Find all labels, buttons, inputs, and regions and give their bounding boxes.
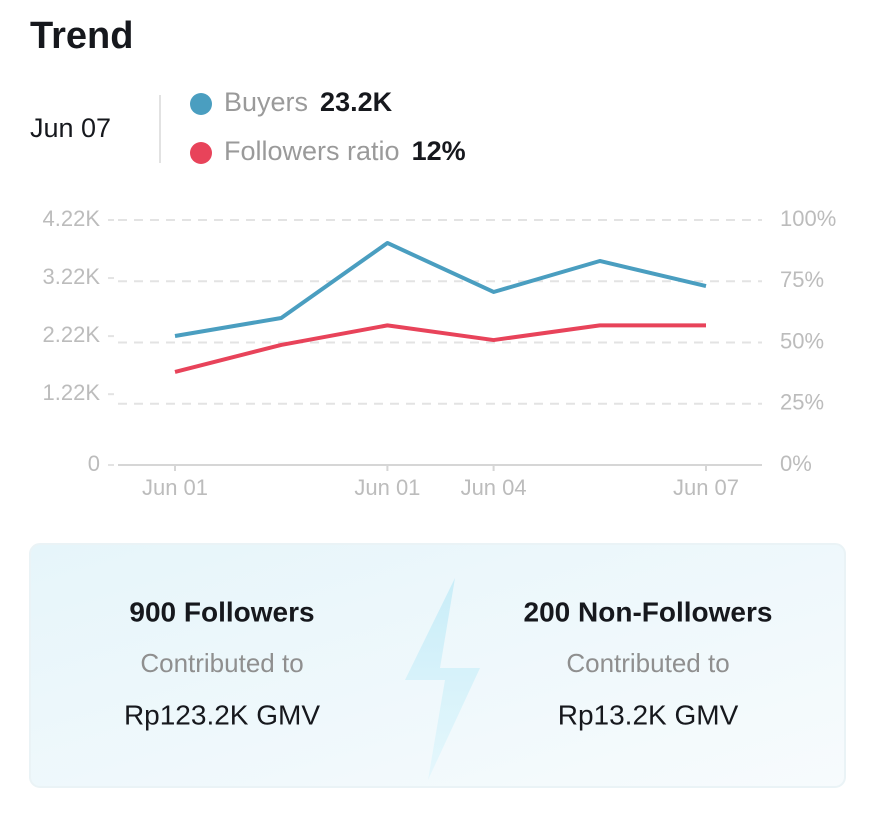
- y-tick-label: 2.22K: [43, 322, 101, 347]
- y2-tick-label: 100%: [780, 206, 836, 231]
- card-caption: Contributed to: [140, 648, 303, 678]
- x-tick-label: Jun 01: [354, 475, 420, 500]
- y-tick-label: 1.22K: [43, 380, 101, 405]
- y2-tick-label: 50%: [780, 328, 824, 353]
- bolt-icon: [405, 578, 480, 780]
- card-headline: 200 Non-Followers: [524, 596, 773, 627]
- series-line: [174, 240, 707, 338]
- card-headline: 900 Followers: [129, 596, 314, 627]
- y2-tick-label: 75%: [780, 267, 824, 292]
- card-amount: Rp13.2K GMV: [558, 699, 739, 730]
- x-tick-label: Jun 07: [673, 475, 739, 500]
- card-amount: Rp123.2K GMV: [124, 699, 320, 730]
- title: Trend: [30, 15, 133, 57]
- legend-name: Followers ratio: [224, 136, 400, 166]
- legend-dot: [190, 142, 212, 164]
- y2-tick-label: 25%: [780, 390, 824, 415]
- y2-tick-label: 0%: [780, 451, 812, 476]
- y-tick-label: 0: [88, 451, 100, 476]
- legend-dot: [190, 93, 212, 115]
- series-line: [174, 323, 706, 374]
- date: Jun 07: [30, 113, 111, 143]
- card-caption: Contributed to: [566, 648, 729, 678]
- legend-value: 23.2K: [320, 87, 393, 117]
- x-tick-label: Jun 04: [461, 475, 527, 500]
- y-tick-label: 4.22K: [43, 206, 101, 231]
- y-tick-label: 3.22K: [43, 264, 101, 289]
- legend-value: 12%: [412, 136, 466, 166]
- x-tick-label: Jun 01: [142, 475, 208, 500]
- legend-name: Buyers: [224, 87, 308, 117]
